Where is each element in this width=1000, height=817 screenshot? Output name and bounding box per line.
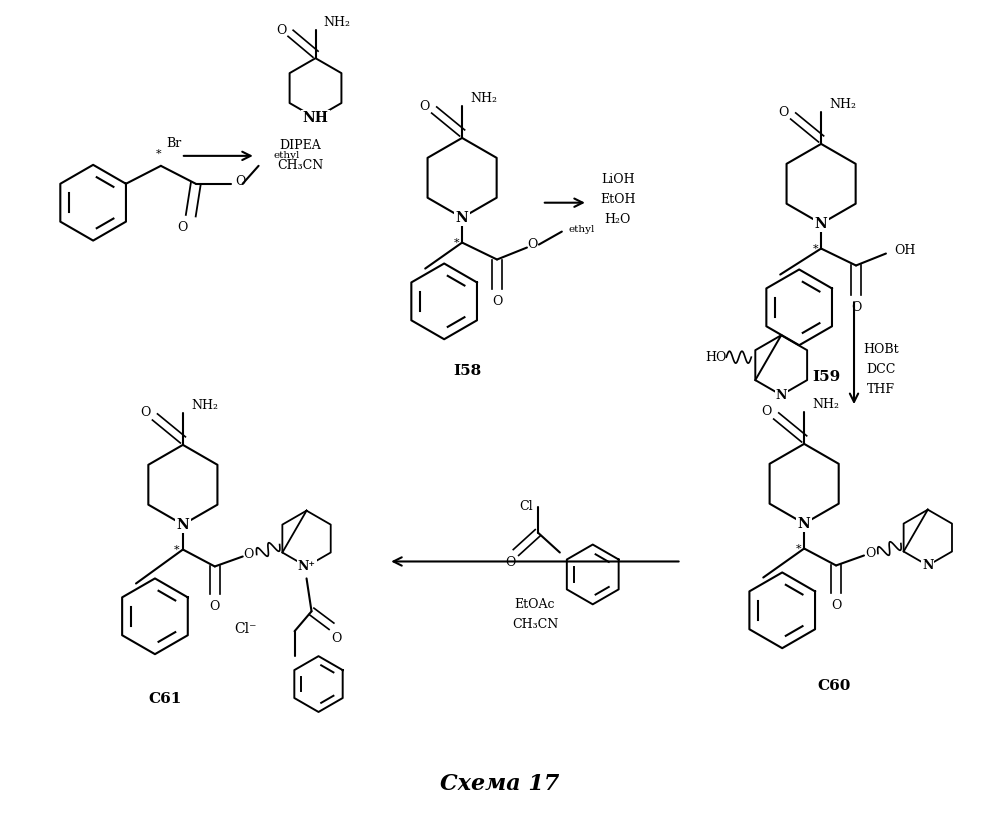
- Text: O: O: [528, 238, 538, 251]
- Text: O: O: [140, 407, 150, 419]
- Text: EtOAc: EtOAc: [515, 598, 555, 611]
- Text: CH₃CN: CH₃CN: [277, 159, 324, 172]
- Text: NH₂: NH₂: [829, 97, 856, 110]
- Text: Схема 17: Схема 17: [440, 773, 560, 795]
- Text: O: O: [244, 548, 254, 561]
- Text: LiOH: LiOH: [601, 173, 634, 186]
- Text: H₂O: H₂O: [604, 213, 631, 226]
- Text: THF: THF: [867, 382, 895, 395]
- Text: O: O: [865, 547, 875, 560]
- Text: N: N: [456, 211, 468, 225]
- Text: Cl⁻: Cl⁻: [235, 623, 257, 636]
- Text: NH₂: NH₂: [323, 16, 350, 29]
- Text: O: O: [331, 632, 342, 645]
- Text: *: *: [812, 243, 818, 253]
- Text: C61: C61: [148, 692, 182, 706]
- Text: O: O: [851, 301, 861, 314]
- Text: N⁺: N⁺: [298, 560, 316, 573]
- Text: O: O: [778, 105, 788, 118]
- Text: CH₃CN: CH₃CN: [512, 618, 558, 631]
- Text: O: O: [276, 24, 287, 37]
- Text: N: N: [776, 389, 787, 401]
- Text: N: N: [177, 518, 189, 532]
- Text: NH₂: NH₂: [812, 398, 839, 410]
- Text: *: *: [156, 149, 162, 158]
- Text: N: N: [922, 559, 933, 572]
- Text: C60: C60: [817, 679, 851, 693]
- Text: N: N: [815, 217, 827, 230]
- Text: Cl: Cl: [519, 500, 533, 513]
- Text: NH₂: NH₂: [470, 92, 497, 105]
- Text: ethyl: ethyl: [274, 151, 300, 160]
- Text: DIPEA: DIPEA: [280, 140, 321, 153]
- Text: O: O: [761, 405, 771, 418]
- Text: *: *: [453, 238, 459, 248]
- Text: EtOH: EtOH: [600, 193, 635, 206]
- Text: NH: NH: [303, 111, 328, 125]
- Text: I58: I58: [453, 364, 481, 378]
- Text: ethyl: ethyl: [569, 225, 595, 234]
- Text: O: O: [831, 599, 841, 612]
- Text: NH₂: NH₂: [191, 399, 218, 412]
- Text: OH: OH: [894, 244, 915, 257]
- Text: O: O: [419, 100, 429, 113]
- Text: O: O: [505, 556, 515, 569]
- Text: DCC: DCC: [866, 363, 896, 376]
- Text: O: O: [210, 600, 220, 613]
- Text: O: O: [492, 295, 502, 308]
- Text: I59: I59: [812, 370, 840, 384]
- Text: *: *: [174, 544, 180, 555]
- Text: O: O: [178, 221, 188, 234]
- Text: HOBt: HOBt: [863, 342, 899, 355]
- Text: O: O: [236, 176, 246, 188]
- Text: HO: HO: [705, 350, 726, 364]
- Text: Br: Br: [166, 137, 181, 150]
- Text: *: *: [795, 543, 801, 554]
- Text: N: N: [798, 516, 811, 530]
